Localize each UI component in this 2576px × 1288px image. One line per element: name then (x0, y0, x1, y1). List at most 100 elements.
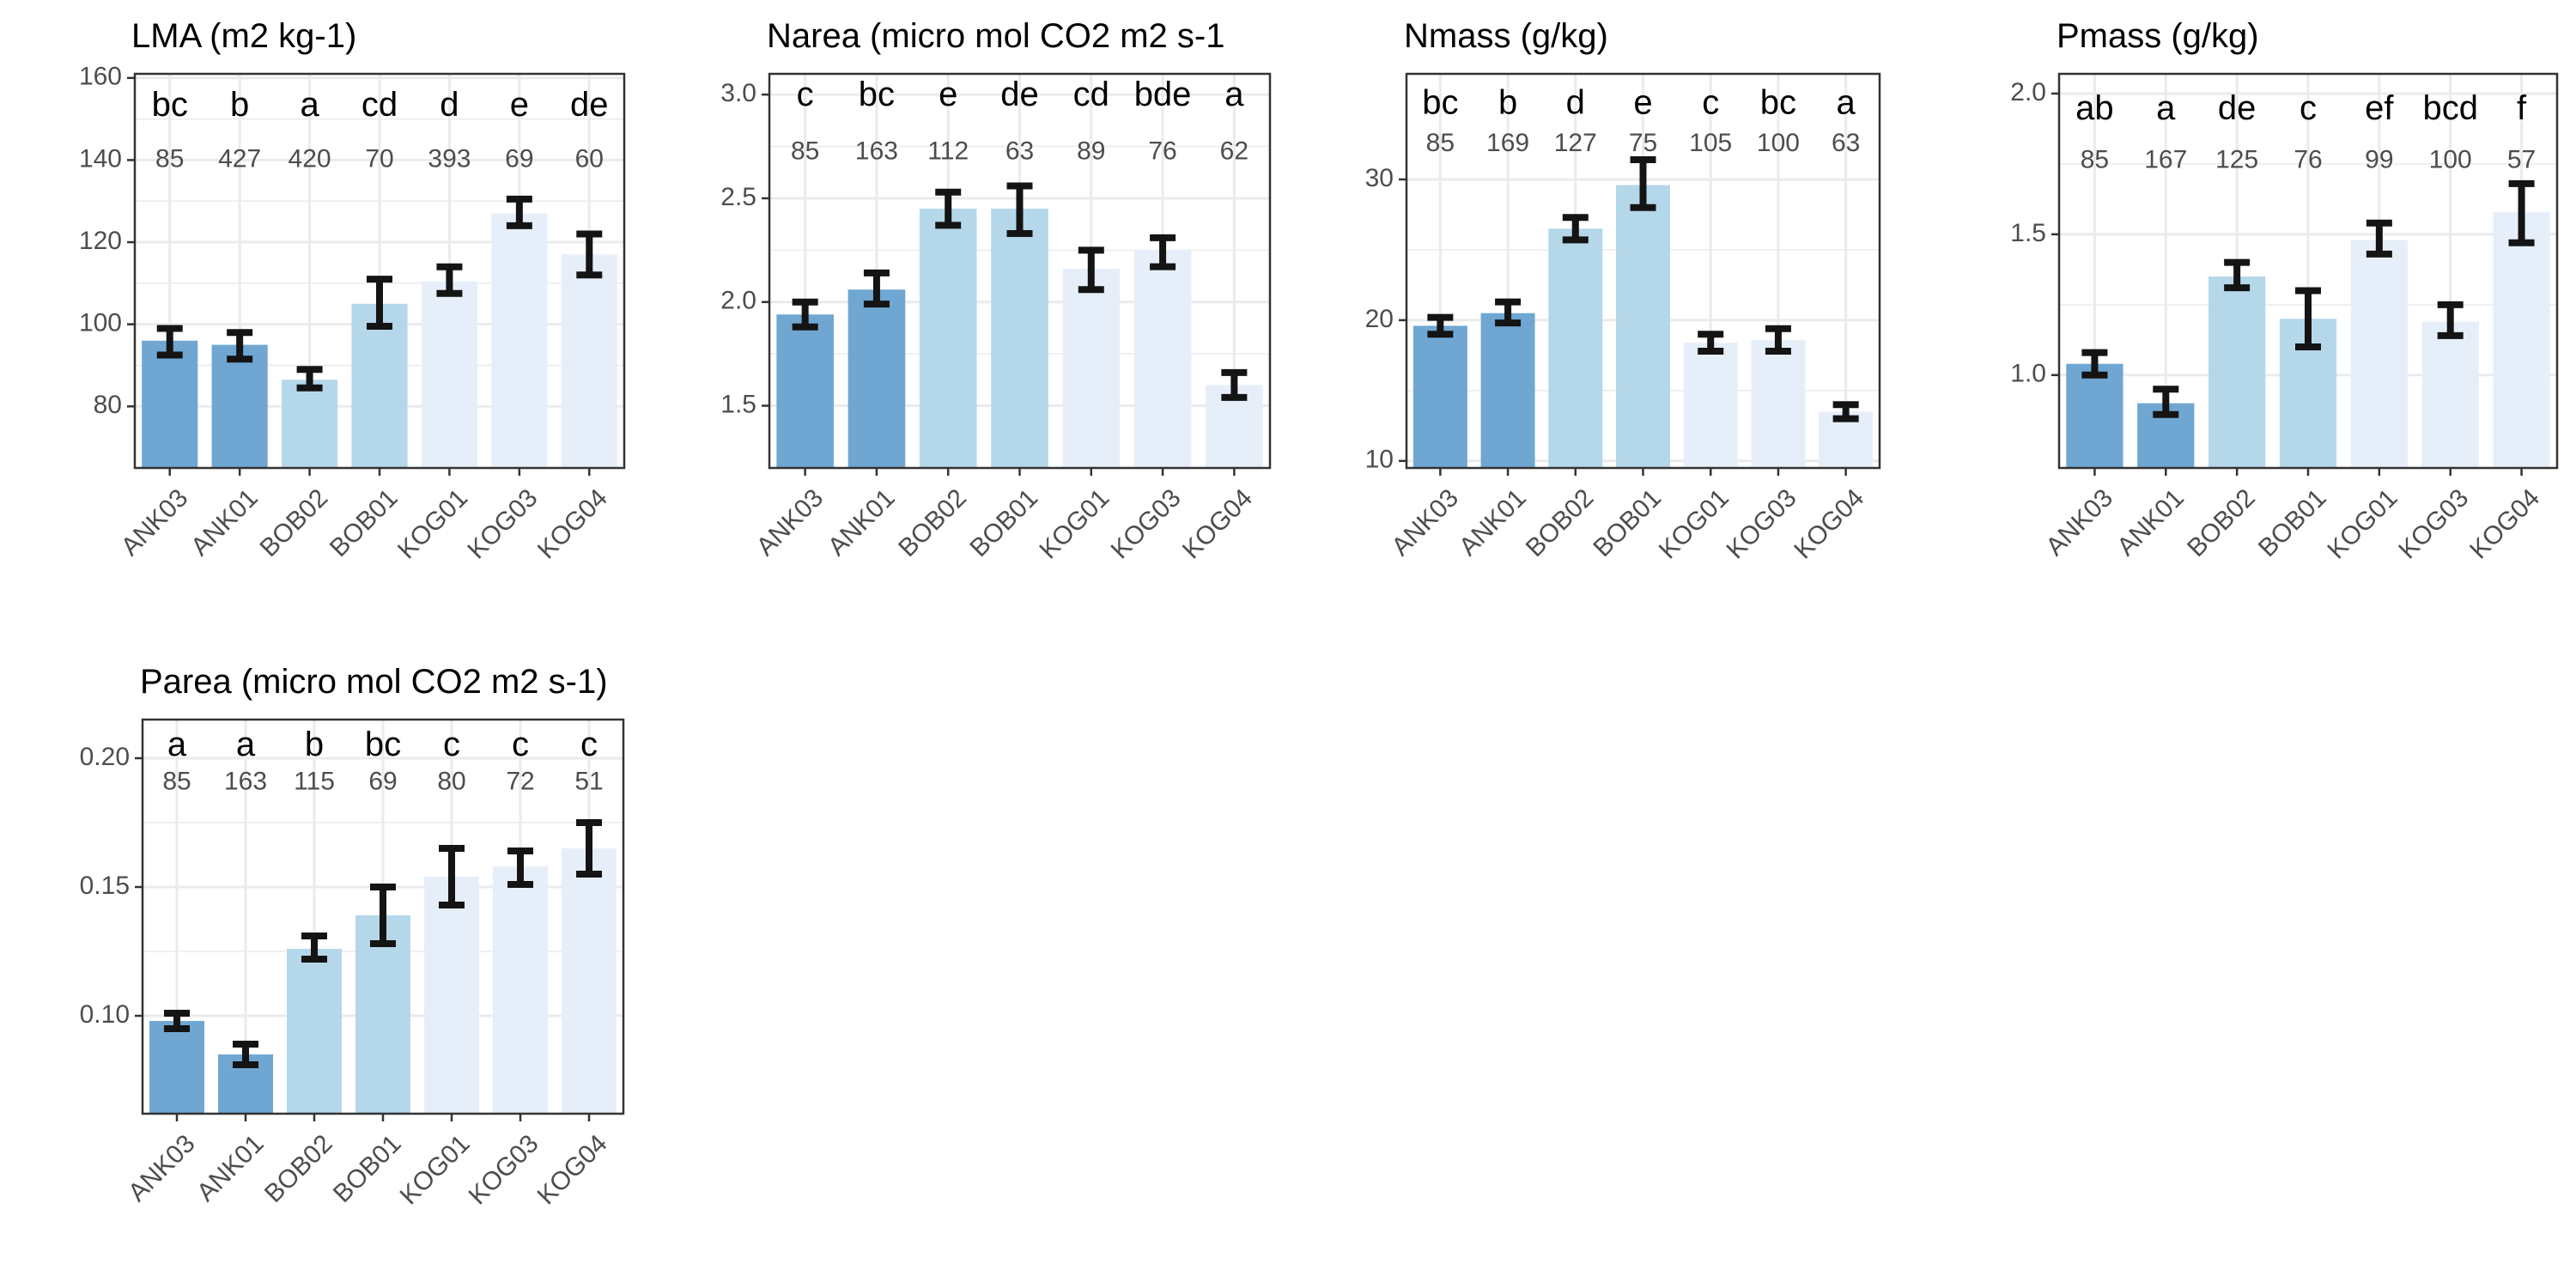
sample-size-label: 69 (505, 144, 533, 173)
bar-ANK03 (2066, 363, 2123, 468)
x-tick-label: KOG04 (532, 1129, 613, 1210)
y-tick-label: 80 (94, 391, 122, 419)
bar-ANK01 (211, 344, 268, 468)
bar-KOG01 (424, 877, 479, 1114)
sample-size-label: 393 (428, 144, 471, 173)
sample-size-label: 72 (506, 767, 534, 795)
significance-letter: bc (365, 726, 401, 763)
significance-letter: c (1702, 84, 1719, 122)
bar-ANK03 (142, 340, 198, 468)
bar-KOG03 (2421, 321, 2479, 468)
sample-size-label: 127 (1554, 129, 1597, 157)
bar-BOB01 (351, 303, 408, 468)
bar-BOB01 (991, 209, 1048, 469)
sample-size-label: 169 (1486, 129, 1529, 157)
y-tick-label: 160 (79, 63, 122, 91)
y-tick-label: 2.0 (2010, 78, 2046, 106)
sample-size-label: 163 (855, 137, 898, 166)
y-tick-label: 20 (1365, 305, 1394, 333)
sample-size-label: 51 (574, 767, 603, 795)
y-tick-label: 3.0 (720, 79, 756, 107)
bar-ANK03 (1413, 325, 1467, 468)
bar-KOG03 (493, 866, 548, 1114)
x-tick-label: BOB02 (893, 483, 972, 562)
x-tick-label: KOG04 (1177, 483, 1258, 564)
bar-KOG01 (421, 281, 477, 468)
panel-title: Parea (micro mol CO2 m2 s-1) (140, 663, 608, 701)
y-tick-label: 0.10 (80, 1000, 130, 1029)
significance-letter: bc (1422, 84, 1458, 122)
sample-size-label: 163 (224, 767, 267, 795)
x-tick-label: KOG03 (464, 1129, 544, 1210)
x-tick-label: BOB01 (1588, 483, 1667, 562)
significance-letter: c (797, 76, 814, 113)
x-tick-label: KOG01 (2322, 483, 2403, 564)
x-tick-label: KOG04 (2464, 483, 2545, 564)
bar-KOG04 (2493, 211, 2550, 468)
significance-letter: cd (361, 86, 398, 124)
bar-KOG03 (491, 213, 548, 468)
sample-size-label: 100 (1757, 129, 1800, 157)
bar-BOB01 (1616, 185, 1670, 468)
bar-KOG01 (2350, 240, 2408, 468)
x-tick-label: BOB02 (259, 1129, 338, 1208)
y-tick-label: 2.0 (720, 287, 756, 315)
x-tick-label: KOG04 (532, 483, 613, 564)
sample-size-label: 427 (218, 144, 261, 173)
significance-letter: cd (1073, 76, 1109, 113)
x-tick-label: ANK03 (1386, 483, 1464, 562)
x-tick-label: KOG03 (1721, 483, 1801, 564)
sample-size-label: 125 (2215, 146, 2258, 174)
significance-letter: e (939, 76, 957, 113)
significance-letter: b (230, 86, 249, 124)
y-tick-label: 0.15 (80, 872, 130, 900)
sample-size-label: 112 (927, 137, 969, 166)
bar-KOG03 (1133, 250, 1192, 468)
sample-size-label: 76 (1148, 137, 1176, 166)
bar-KOG04 (562, 848, 617, 1114)
significance-letter: ab (2075, 89, 2114, 127)
bar-BOB02 (1548, 228, 1603, 468)
x-tick-label: KOG03 (1106, 483, 1187, 564)
significance-letter: c (580, 726, 598, 763)
significance-letter: ef (2365, 89, 2394, 127)
significance-letter: d (1566, 84, 1585, 122)
x-tick-label: ANK03 (2041, 483, 2119, 562)
x-tick-label: ANK03 (123, 1129, 201, 1207)
bar-BOB02 (919, 209, 977, 469)
bar-BOB02 (287, 949, 342, 1114)
chart-panel-5: a a b bc c c c 85 163 115 69 80 72 51 0.10 0.15 0.20 ANK0… (80, 663, 625, 1210)
significance-letter: a (300, 86, 319, 124)
sample-size-label: 89 (1077, 137, 1105, 166)
significance-letter: c (2300, 89, 2317, 127)
chart-panel-4: ab a de c ef bcd f 85 167 125 76 99 100 57 1.0 1.5 2.0 AN… (2010, 17, 2559, 564)
sample-size-label: 63 (1005, 137, 1034, 166)
significance-letter: b (1498, 84, 1517, 122)
significance-letter: a (167, 726, 187, 763)
x-tick-label: KOG01 (1034, 483, 1115, 564)
chart-panel-3: bc b d e c bc a 85 169 127 75 105 100 63 10 20 30 ANK03AN… (1365, 17, 1881, 564)
significance-letter: de (2218, 89, 2257, 127)
sample-size-label: 115 (294, 767, 335, 795)
significance-letter: a (236, 726, 256, 763)
significance-letter: bde (1134, 76, 1192, 113)
significance-letter: c (512, 726, 529, 763)
bar-ANK01 (1480, 313, 1535, 468)
sample-size-label: 70 (365, 144, 393, 173)
panel-title: LMA (m2 kg-1) (131, 17, 356, 55)
x-tick-label: KOG01 (395, 1129, 476, 1210)
bar-ANK03 (776, 314, 834, 468)
significance-letter: a (1837, 84, 1856, 122)
significance-letter: bcd (2422, 89, 2478, 127)
significance-letter: bc (859, 76, 895, 113)
y-tick-label: 1.5 (720, 390, 756, 418)
x-tick-label: KOG01 (1654, 483, 1735, 564)
x-tick-label: ANK03 (751, 483, 829, 562)
x-tick-label: KOG04 (1789, 483, 1869, 564)
x-tick-label: ANK01 (191, 1129, 270, 1207)
sample-size-label: 85 (791, 137, 819, 166)
x-tick-label: BOB01 (328, 1129, 407, 1208)
bar-ANK03 (149, 1021, 204, 1114)
significance-letter: e (1633, 84, 1652, 122)
